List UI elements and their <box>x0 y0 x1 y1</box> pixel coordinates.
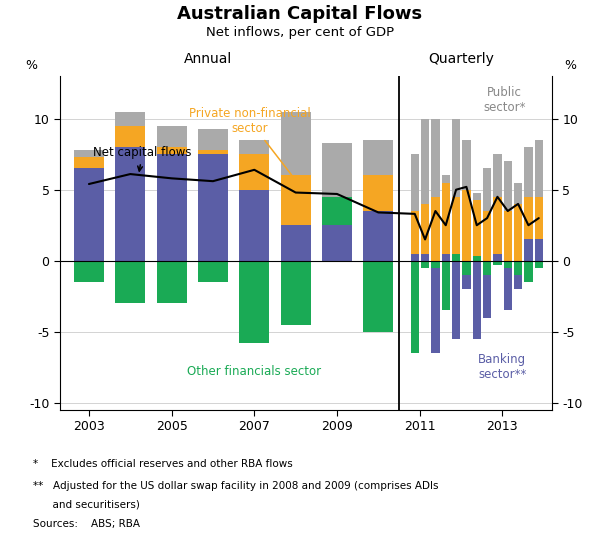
Bar <box>452 254 460 261</box>
Text: Sources:    ABS; RBA: Sources: ABS; RBA <box>33 519 140 528</box>
Bar <box>198 150 228 154</box>
Bar <box>483 168 491 211</box>
Bar <box>157 261 187 304</box>
Bar <box>431 197 440 261</box>
Bar <box>473 256 481 261</box>
Text: Australian Capital Flows: Australian Capital Flows <box>178 5 422 23</box>
Bar <box>535 239 543 261</box>
Text: Private non-financial
sector: Private non-financial sector <box>190 108 311 185</box>
Bar <box>157 154 187 261</box>
Bar <box>410 154 419 211</box>
Text: Public
sector*: Public sector* <box>483 86 526 114</box>
Bar <box>74 168 104 261</box>
Bar <box>410 261 419 353</box>
Text: Annual: Annual <box>184 52 232 66</box>
Bar <box>410 211 419 254</box>
Bar <box>322 207 352 225</box>
Bar <box>524 147 533 197</box>
Text: %: % <box>564 59 576 72</box>
Bar <box>503 211 512 261</box>
Bar <box>514 204 522 261</box>
Text: **   Adjusted for the US dollar swap facility in 2008 and 2009 (comprises ADIs: ** Adjusted for the US dollar swap facil… <box>33 481 439 490</box>
Bar <box>524 197 533 239</box>
Bar <box>442 254 450 261</box>
Bar <box>421 119 429 204</box>
Text: Net capital flows: Net capital flows <box>93 146 191 171</box>
Bar <box>493 197 502 254</box>
Bar <box>524 261 533 282</box>
Bar <box>442 261 450 311</box>
Bar <box>452 261 460 339</box>
Bar <box>493 154 502 197</box>
Bar <box>364 261 393 332</box>
Bar <box>421 261 429 268</box>
Bar <box>198 154 228 261</box>
Bar <box>462 140 470 190</box>
Text: Quarterly: Quarterly <box>428 52 494 66</box>
Bar <box>157 147 187 154</box>
Bar <box>535 140 543 197</box>
Text: Net inflows, per cent of GDP: Net inflows, per cent of GDP <box>206 26 394 39</box>
Bar <box>322 143 352 207</box>
Bar <box>281 225 311 261</box>
Bar <box>364 140 393 175</box>
Bar <box>493 254 502 261</box>
Bar <box>483 261 491 275</box>
Bar <box>322 197 352 225</box>
Bar <box>431 261 440 353</box>
Bar <box>462 190 470 261</box>
Bar <box>503 161 512 211</box>
Text: and securitisers): and securitisers) <box>33 500 140 509</box>
Text: Banking
sector**: Banking sector** <box>478 353 527 381</box>
Bar <box>281 111 311 175</box>
Bar <box>74 157 104 168</box>
Bar <box>74 261 104 282</box>
Bar <box>473 261 481 339</box>
Bar <box>514 182 522 204</box>
Bar <box>483 261 491 318</box>
Bar <box>535 197 543 239</box>
Text: *    Excludes official reserves and other RBA flows: * Excludes official reserves and other R… <box>33 459 293 469</box>
Bar <box>281 261 311 325</box>
Bar <box>322 225 352 261</box>
Bar <box>431 261 440 268</box>
Bar <box>198 261 228 282</box>
Bar <box>281 175 311 225</box>
Bar <box>514 261 522 275</box>
Bar <box>115 261 145 304</box>
Bar <box>157 126 187 147</box>
Bar <box>462 261 470 289</box>
Bar <box>535 261 543 268</box>
Bar <box>74 150 104 157</box>
Bar <box>483 211 491 261</box>
Bar <box>524 239 533 261</box>
Bar <box>410 254 419 261</box>
Bar <box>421 204 429 254</box>
Bar <box>473 200 481 256</box>
Bar <box>421 254 429 261</box>
Bar <box>364 211 393 261</box>
Bar <box>239 140 269 154</box>
Bar <box>493 261 502 265</box>
Bar <box>431 119 440 197</box>
Bar <box>503 261 512 268</box>
Bar <box>239 154 269 190</box>
Bar <box>452 119 460 197</box>
Bar <box>198 129 228 150</box>
Bar <box>239 190 269 261</box>
Bar <box>442 175 450 182</box>
Bar <box>473 193 481 200</box>
Bar <box>239 261 269 343</box>
Bar <box>115 147 145 261</box>
Bar <box>503 261 512 311</box>
Bar <box>452 197 460 254</box>
Bar <box>442 182 450 254</box>
Bar <box>364 175 393 211</box>
Text: Other financials sector: Other financials sector <box>187 365 322 378</box>
Bar <box>514 261 522 289</box>
Bar <box>462 261 470 275</box>
Bar <box>115 111 145 126</box>
Bar <box>115 126 145 147</box>
Text: %: % <box>26 59 38 72</box>
